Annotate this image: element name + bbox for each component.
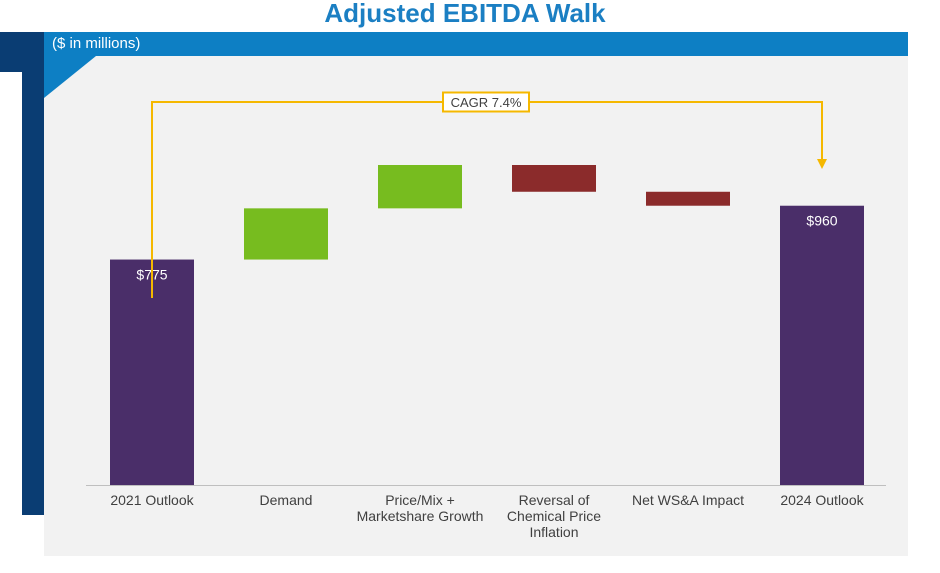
units-label: ($ in millions) (52, 35, 141, 52)
bar-reversal-of-chemical-price-inflation (512, 165, 596, 192)
accent-notch (0, 32, 22, 72)
tick-label-reversal-of-chemical-price-inflation-line-2: Chemical Price (507, 508, 601, 524)
bar-2024-outlook (780, 205, 864, 485)
data-label-2024-outlook: $960 (806, 213, 837, 229)
tick-label-reversal-of-chemical-price-inflation-line-3: Inflation (529, 524, 578, 540)
tick-label-2021-outlook: 2021 Outlook (110, 492, 194, 508)
cagr-arrowhead (817, 159, 827, 169)
tick-label-net-ws-a-impact: Net WS&A Impact (632, 492, 744, 508)
corner-triangle (44, 56, 96, 98)
accent-band (22, 32, 44, 515)
tick-label-price-mix-marketshare-growth-line-1: Price/Mix + (385, 492, 455, 508)
tick-label-demand: Demand (260, 492, 313, 508)
tick-label-price-mix-marketshare-growth-line-2: Marketshare Growth (357, 508, 484, 524)
page-title: Adjusted EBITDA Walk (324, 0, 606, 28)
cagr-label: CAGR 7.4% (451, 95, 522, 110)
bar-net-ws-a-impact (646, 191, 730, 206)
chart-panel: $775 2021 Outlook Demand Price/Mix + Markets… (44, 56, 908, 556)
tick-label-2024-outlook: 2024 Outlook (780, 492, 864, 508)
bar-price-mix-marketshare-growth (378, 165, 462, 209)
tick-label-reversal-of-chemical-price-inflation-line-1: Reversal of (519, 492, 590, 508)
bar-demand (244, 208, 328, 260)
cagr-label-box (442, 91, 530, 113)
header-bar (44, 32, 908, 56)
